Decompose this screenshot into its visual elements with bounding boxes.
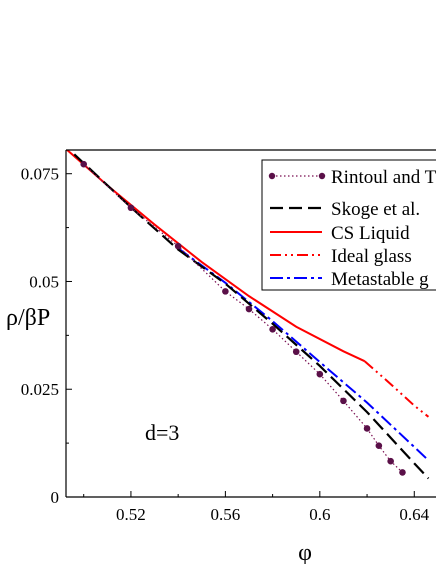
series-0-point: [340, 397, 347, 405]
series-0-point: [222, 288, 229, 295]
x-tick-label: 0.6: [309, 505, 330, 524]
chart-annotation: d=3: [145, 420, 179, 445]
y-axis-label: ρ/βP: [6, 305, 50, 331]
series-layer: [66, 150, 430, 480]
series-0-point: [80, 160, 88, 168]
series-0-point: [399, 469, 406, 476]
legend-label-metastable: Metastable g: [331, 269, 429, 290]
legend: Rintoul and T Skoge et al. CS Liquid Ide…: [261, 159, 436, 291]
series-0-point: [292, 348, 300, 356]
series-0-point: [316, 370, 324, 378]
y-tick-label: 0: [51, 488, 60, 507]
legend-label-cs-liquid: CS Liquid: [331, 223, 410, 244]
series-2-line: [66, 150, 366, 363]
legend-label-rintoul: Rintoul and T: [331, 167, 436, 188]
legend-entry-ideal-glass: Ideal glass: [270, 246, 412, 267]
ticks: 0.52 0.56 0.6 0.64 0 0.025 0.05 0.075: [21, 165, 430, 524]
series-0-point: [387, 457, 394, 465]
series-0-point: [174, 242, 182, 250]
series-0-point: [245, 305, 253, 313]
legend-entry-cs-liquid: CS Liquid: [270, 223, 410, 244]
x-tick-label: 0.56: [211, 505, 241, 524]
legend-entry-metastable: Metastable g: [270, 269, 429, 290]
series-1-line: [73, 153, 430, 480]
legend-marker-rintoul-left: [268, 172, 276, 180]
y-tick-label: 0.075: [21, 165, 59, 184]
x-tick-label: 0.52: [116, 505, 146, 524]
legend-entry-rintoul: Rintoul and T: [268, 167, 436, 188]
series-0-point: [269, 326, 276, 333]
axes: [65, 149, 436, 498]
x-axis-label: φ: [298, 540, 312, 564]
series-0-point: [375, 442, 383, 450]
series-0-point: [127, 204, 135, 212]
legend-box: [261, 159, 436, 291]
series-4-line: [177, 247, 430, 462]
legend-label-skoge: Skoge et al.: [331, 199, 420, 220]
series-0-point: [363, 425, 371, 432]
y-tick-label: 0.05: [29, 272, 59, 291]
legend-label-ideal-glass: Ideal glass: [331, 246, 412, 267]
legend-entry-skoge: Skoge et al.: [270, 199, 420, 220]
legend-marker-rintoul-right: [318, 172, 326, 180]
series-3-line: [364, 360, 430, 418]
x-tick-label: 0.64: [399, 505, 429, 524]
y-tick-label: 0.025: [21, 380, 59, 399]
